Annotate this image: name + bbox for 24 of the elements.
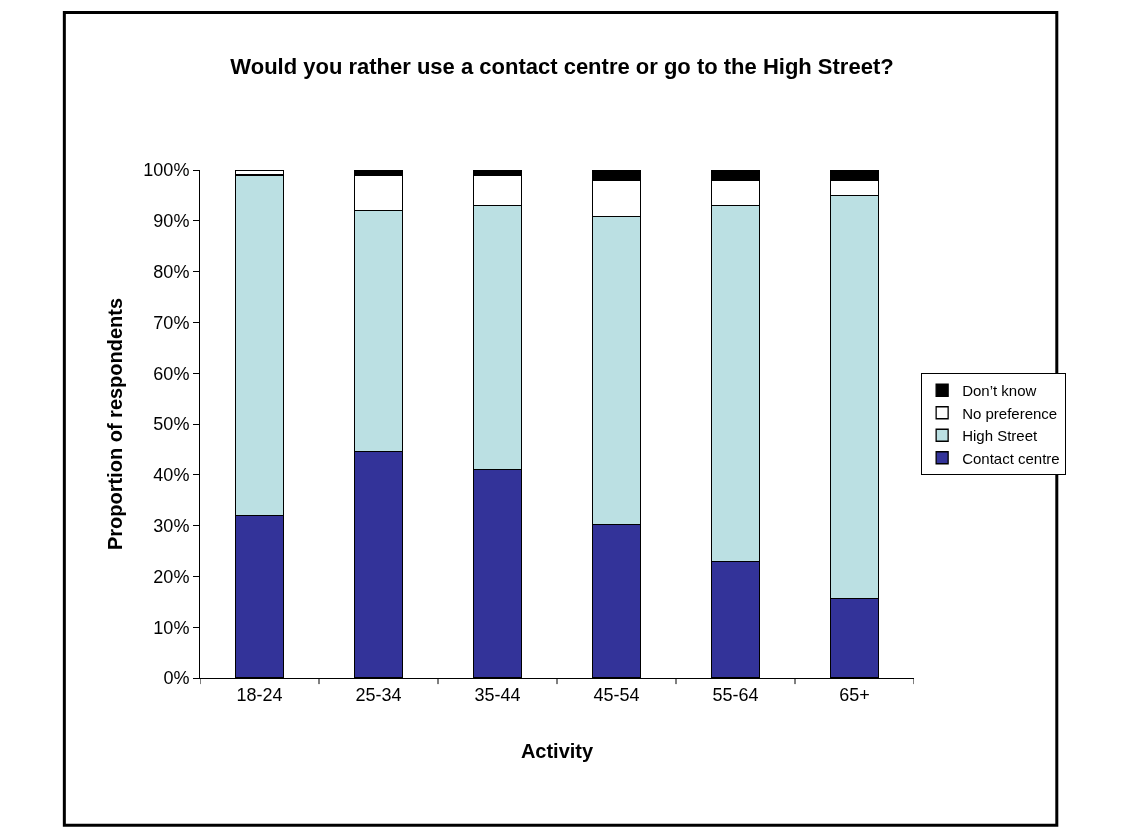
y-tick-label: 0%	[163, 668, 190, 689]
legend-label: Don’t know	[962, 382, 1037, 400]
chart-title: Would you rather use a contact centre or go to the High Street?	[230, 53, 894, 79]
x-axis-title: Activity	[520, 740, 594, 763]
legend-label: High Street	[962, 427, 1039, 445]
x-tick-label: 35-44	[474, 684, 521, 705]
y-tick-label: 90%	[153, 211, 190, 232]
y-tick-label: 60%	[153, 363, 190, 384]
y-tick-label: 30%	[153, 515, 190, 536]
y-tick-label: 10%	[153, 617, 190, 638]
x-tick-label: 18-24	[236, 684, 283, 705]
x-tick-label: 55-64	[712, 684, 759, 705]
y-tick-label: 20%	[153, 566, 190, 587]
legend-label: Contact centre	[962, 449, 1060, 467]
y-tick-label: 100%	[143, 160, 190, 181]
y-tick-label: 40%	[153, 465, 190, 486]
y-tick-label: 70%	[153, 312, 190, 333]
y-axis-title: Proportion of respondents	[103, 297, 126, 551]
legend-label: No preference	[962, 404, 1058, 422]
x-tick-label: 25-34	[355, 684, 402, 705]
y-tick-label: 50%	[153, 414, 190, 435]
x-tick-label: 65+	[839, 684, 870, 705]
y-tick-label: 80%	[153, 261, 190, 282]
x-tick-label: 45-54	[593, 684, 640, 705]
